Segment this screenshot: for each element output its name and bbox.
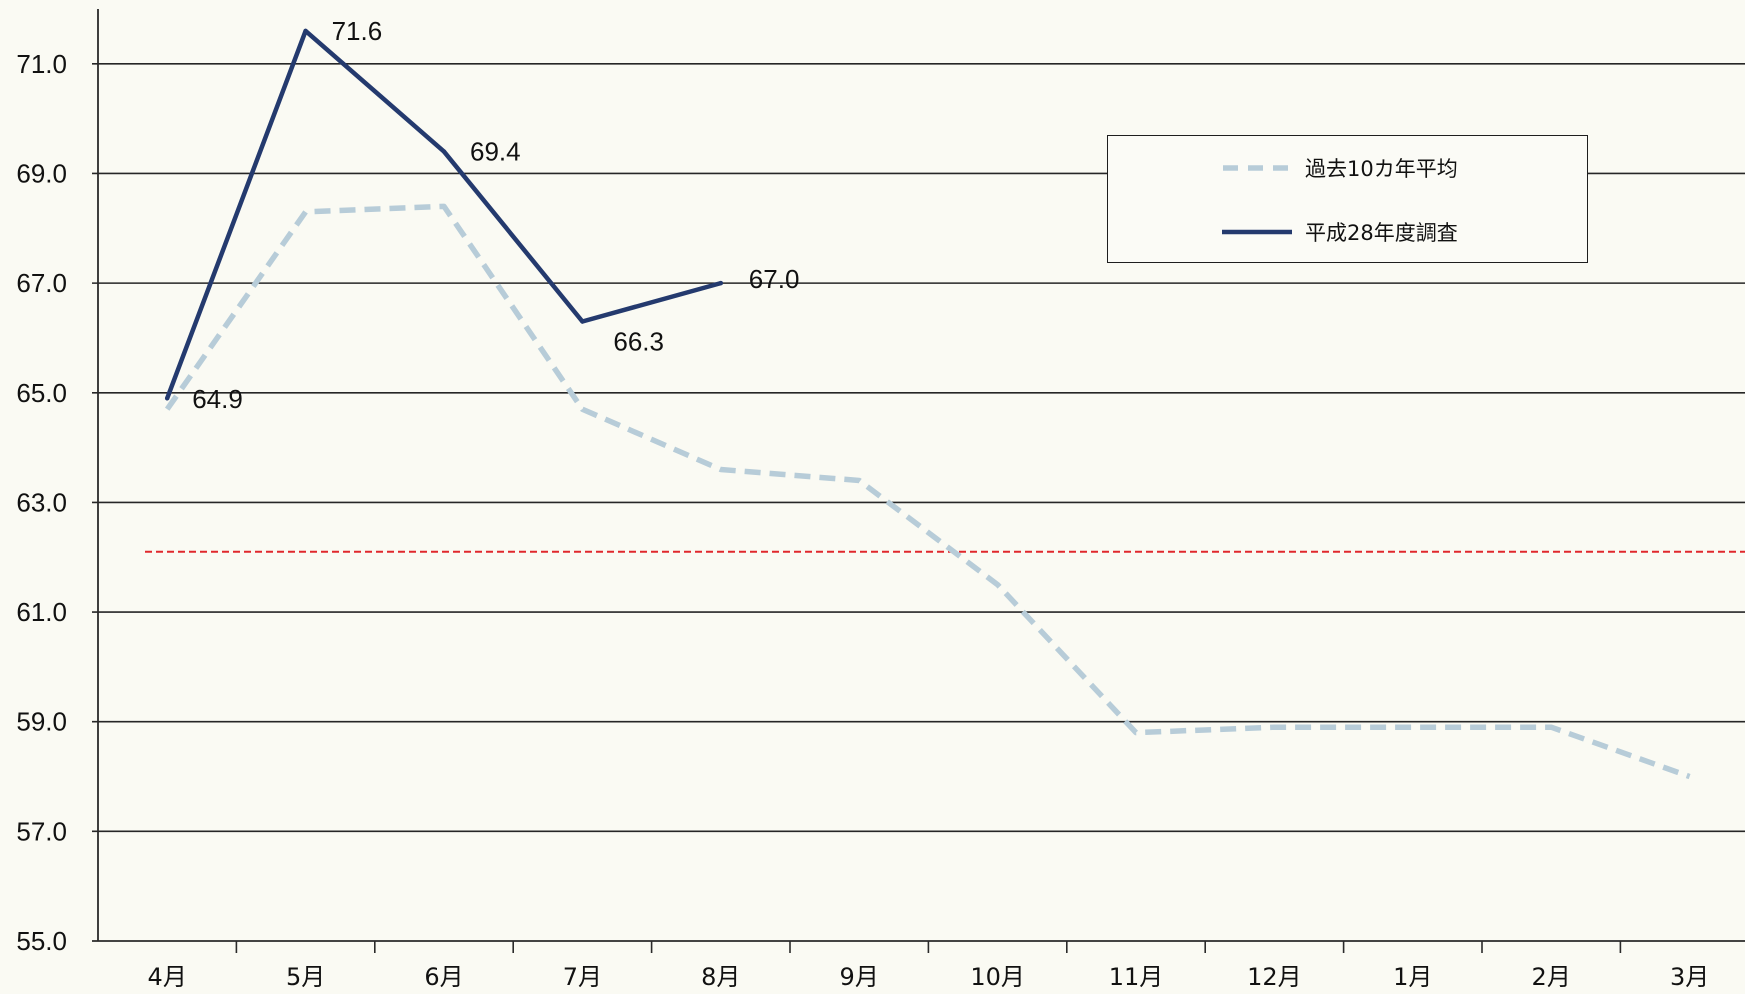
y-tick-label: 63.0 bbox=[16, 487, 67, 517]
data-label: 69.4 bbox=[470, 137, 521, 167]
y-tick-label: 69.0 bbox=[16, 158, 67, 188]
data-point-average bbox=[580, 407, 585, 412]
series-line-average bbox=[164, 203, 1691, 780]
legend-swatch-average bbox=[1223, 165, 1291, 171]
legend-item-current: 平成28年度調査 bbox=[1221, 217, 1458, 247]
data-point-average bbox=[441, 204, 446, 209]
data-point-average bbox=[1410, 724, 1415, 729]
chart-legend: 過去10カ年平均 平成28年度調査 bbox=[1107, 135, 1588, 263]
data-point-current bbox=[441, 149, 447, 154]
data-point-average bbox=[857, 478, 862, 483]
series-layer bbox=[145, 28, 1745, 780]
x-tick-label: 9月 bbox=[840, 963, 879, 991]
data-label: 66.3 bbox=[613, 326, 664, 356]
data-point-current bbox=[165, 396, 170, 401]
x-tick-label: 12月 bbox=[1247, 963, 1302, 991]
x-tick-label: 4月 bbox=[148, 963, 187, 991]
data-point-average bbox=[165, 407, 170, 412]
legend-swatch-current bbox=[1222, 229, 1292, 235]
x-tick-label: 6月 bbox=[424, 963, 463, 991]
data-point-average bbox=[1549, 724, 1554, 729]
data-label: 64.9 bbox=[192, 384, 243, 414]
data-label: 67.0 bbox=[749, 264, 800, 294]
data-point-average bbox=[995, 582, 1000, 587]
data-labels: 64.9 71.6 69.4 66.3 67.0 bbox=[192, 16, 799, 414]
x-tick-label: 10月 bbox=[970, 963, 1025, 991]
legend-item-average: 過去10カ年平均 bbox=[1221, 153, 1458, 183]
y-tick-label: 61.0 bbox=[16, 597, 67, 627]
x-tick-label: 11月 bbox=[1109, 963, 1164, 991]
axes: 55.0 57.0 59.0 61.0 63.0 65.0 67.0 69.0 71.0 4月 5月… bbox=[16, 9, 1745, 991]
legend-label-average: 過去10カ年平均 bbox=[1305, 157, 1458, 181]
data-point-average bbox=[303, 209, 308, 214]
y-tick-label: 55.0 bbox=[16, 926, 67, 956]
x-tick-label: 8月 bbox=[701, 963, 740, 991]
gridlines bbox=[92, 63, 1745, 833]
data-point-average bbox=[1133, 730, 1138, 735]
legend-label-current: 平成28年度調査 bbox=[1305, 221, 1458, 245]
x-tick-label: 7月 bbox=[563, 963, 602, 991]
data-point-average bbox=[1272, 724, 1277, 729]
y-tick-label: 71.0 bbox=[16, 49, 67, 79]
data-point-average bbox=[1687, 774, 1692, 779]
data-point-current bbox=[303, 28, 308, 34]
x-tick-label: 5月 bbox=[286, 963, 325, 991]
data-point-average bbox=[718, 467, 723, 472]
x-tick-label: 3月 bbox=[1670, 963, 1709, 991]
x-tick-label: 1月 bbox=[1393, 963, 1432, 991]
data-point-current bbox=[718, 280, 723, 286]
y-tick-label: 57.0 bbox=[16, 816, 67, 846]
y-tick-label: 59.0 bbox=[16, 707, 67, 737]
y-tick-label: 67.0 bbox=[16, 268, 67, 298]
y-tick-label: 65.0 bbox=[16, 378, 67, 408]
data-point-current bbox=[580, 319, 585, 324]
x-tick-label: 2月 bbox=[1532, 963, 1571, 991]
data-label: 71.6 bbox=[332, 16, 383, 46]
